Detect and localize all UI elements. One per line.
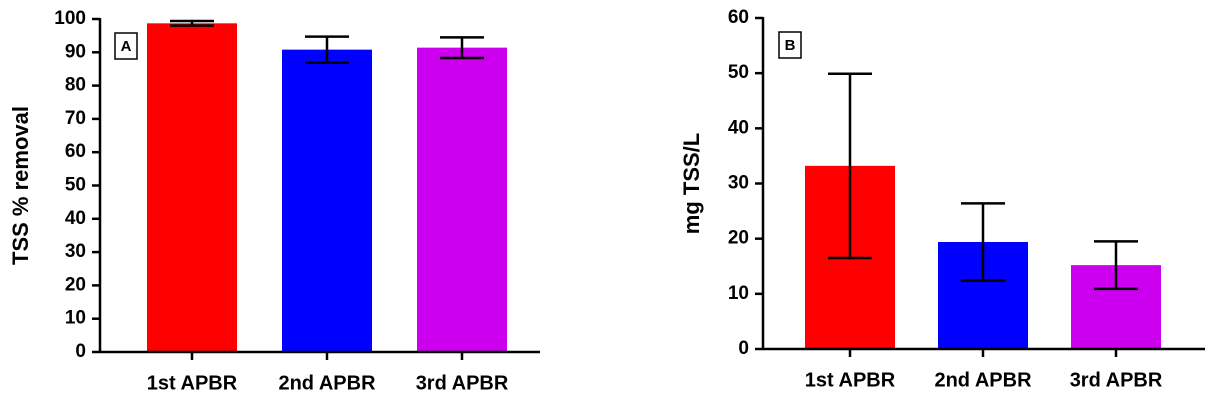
y-tick-label: 0	[75, 341, 86, 362]
y-tick-label: 0	[738, 338, 749, 359]
x-tick-label: 1st APBR	[147, 372, 238, 394]
panel-label-box	[114, 32, 138, 60]
y-axis-label: TSS % removal	[8, 106, 33, 265]
y-tick-label: 50	[728, 62, 749, 83]
error-bar	[828, 72, 872, 260]
y-tick-label: 20	[65, 274, 86, 295]
error-bar	[1094, 240, 1138, 291]
y-tick-label: 30	[728, 173, 749, 194]
bar	[282, 49, 372, 353]
bar	[147, 23, 237, 352]
y-tick-label: 30	[65, 241, 86, 262]
x-tick-label: 3rd APBR	[416, 372, 509, 394]
y-tick-label: 70	[65, 108, 86, 129]
panel-label: B	[785, 37, 796, 54]
panel-label-box	[778, 31, 802, 59]
error-bar	[440, 36, 484, 60]
y-tick-label: 20	[728, 228, 749, 249]
y-tick-label: 40	[65, 208, 86, 229]
y-tick-label: 80	[65, 75, 86, 96]
y-tick-label: 10	[728, 283, 749, 304]
y-tick-label: 60	[728, 7, 749, 28]
y-axis-label: mg TSS/L	[679, 133, 704, 234]
x-tick-label: 2nd APBR	[934, 369, 1032, 391]
y-tick-label: 60	[65, 141, 86, 162]
y-tick-label: 100	[54, 8, 86, 29]
error-bar	[961, 202, 1005, 282]
y-tick-label: 40	[728, 117, 749, 138]
y-tick-label: 10	[65, 308, 86, 329]
x-tick-label: 1st APBR	[805, 369, 896, 391]
error-bar	[170, 19, 214, 27]
x-tick-label: 2nd APBR	[278, 372, 376, 394]
x-tick-label: 3rd APBR	[1070, 369, 1163, 391]
bar	[417, 47, 507, 352]
panel-label: A	[121, 38, 132, 55]
y-tick-label: 90	[65, 41, 86, 62]
y-tick-label: 50	[65, 175, 86, 196]
error-bar	[305, 35, 349, 64]
